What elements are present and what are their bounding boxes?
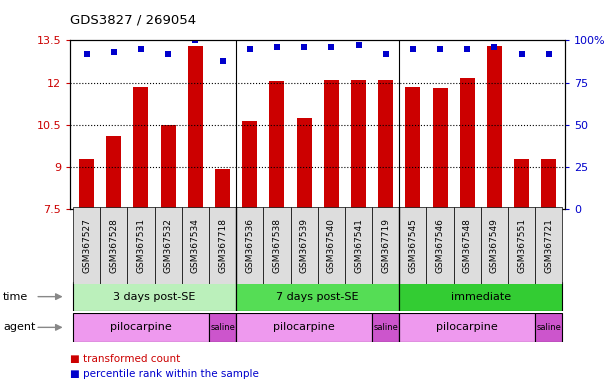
Point <box>109 49 119 55</box>
Bar <box>236 313 372 342</box>
Bar <box>345 207 372 284</box>
Point <box>299 44 309 50</box>
Point <box>218 58 227 64</box>
Point <box>326 44 336 50</box>
Bar <box>242 121 257 209</box>
Bar <box>106 136 121 209</box>
Text: immediate: immediate <box>451 291 511 302</box>
Bar <box>263 207 290 284</box>
Bar <box>73 207 100 284</box>
Bar <box>406 87 420 209</box>
Bar <box>73 313 209 342</box>
Bar <box>541 159 557 209</box>
Text: GSM367539: GSM367539 <box>299 218 309 273</box>
Bar <box>433 88 448 209</box>
Bar <box>514 159 529 209</box>
Text: pilocarpine: pilocarpine <box>273 322 335 333</box>
Text: pilocarpine: pilocarpine <box>110 322 172 333</box>
Text: GSM367527: GSM367527 <box>82 218 91 273</box>
Text: GSM367532: GSM367532 <box>164 218 173 273</box>
Text: GSM367528: GSM367528 <box>109 218 119 273</box>
Text: saline: saline <box>373 323 398 332</box>
Bar <box>400 313 535 342</box>
Bar <box>487 46 502 209</box>
Point <box>136 46 146 52</box>
Bar <box>426 207 454 284</box>
Text: GSM367541: GSM367541 <box>354 218 363 273</box>
Text: GSM367551: GSM367551 <box>517 218 526 273</box>
Point <box>408 46 418 52</box>
Text: GSM367540: GSM367540 <box>327 218 336 273</box>
Bar <box>269 81 284 209</box>
Bar <box>400 207 426 284</box>
Bar <box>236 207 263 284</box>
Bar <box>535 313 563 342</box>
Bar <box>460 78 475 209</box>
Bar <box>372 207 400 284</box>
Bar <box>127 207 155 284</box>
Bar <box>351 80 366 209</box>
Bar <box>400 282 563 311</box>
Bar <box>181 207 209 284</box>
Bar <box>508 207 535 284</box>
Point <box>435 46 445 52</box>
Bar <box>155 207 181 284</box>
Text: 7 days post-SE: 7 days post-SE <box>276 291 359 302</box>
Text: GSM367536: GSM367536 <box>245 218 254 273</box>
Text: GSM367719: GSM367719 <box>381 218 390 273</box>
Point <box>245 46 255 52</box>
Text: ■ transformed count: ■ transformed count <box>70 354 180 364</box>
Bar <box>209 313 236 342</box>
Point <box>489 44 499 50</box>
Text: saline: saline <box>210 323 235 332</box>
Bar <box>73 282 236 311</box>
Text: GSM367534: GSM367534 <box>191 218 200 273</box>
Point <box>354 42 364 48</box>
Text: GSM367718: GSM367718 <box>218 218 227 273</box>
Bar <box>209 207 236 284</box>
Bar <box>188 46 203 209</box>
Bar <box>318 207 345 284</box>
Bar <box>215 169 230 209</box>
Text: GSM367531: GSM367531 <box>136 218 145 273</box>
Bar <box>378 80 393 209</box>
Point <box>381 51 390 57</box>
Text: GDS3827 / 269054: GDS3827 / 269054 <box>70 13 196 26</box>
Text: 3 days post-SE: 3 days post-SE <box>114 291 196 302</box>
Text: GSM367549: GSM367549 <box>490 218 499 273</box>
Point <box>463 46 472 52</box>
Text: agent: agent <box>3 322 35 333</box>
Point <box>82 51 92 57</box>
Text: saline: saline <box>536 323 562 332</box>
Bar <box>133 87 148 209</box>
Point <box>163 51 173 57</box>
Bar <box>236 282 400 311</box>
Text: GSM367538: GSM367538 <box>273 218 282 273</box>
Bar <box>161 125 175 209</box>
Point <box>517 51 527 57</box>
Text: ■ percentile rank within the sample: ■ percentile rank within the sample <box>70 369 259 379</box>
Point <box>544 51 554 57</box>
Bar <box>454 207 481 284</box>
Text: time: time <box>3 291 28 302</box>
Bar <box>290 207 318 284</box>
Bar <box>481 207 508 284</box>
Text: GSM367546: GSM367546 <box>436 218 445 273</box>
Point <box>272 44 282 50</box>
Bar <box>79 159 94 209</box>
Point <box>191 37 200 43</box>
Text: pilocarpine: pilocarpine <box>436 322 498 333</box>
Bar <box>535 207 563 284</box>
Bar <box>324 80 338 209</box>
Bar <box>297 118 312 209</box>
Text: GSM367721: GSM367721 <box>544 218 554 273</box>
Bar <box>372 313 400 342</box>
Text: GSM367545: GSM367545 <box>408 218 417 273</box>
Text: GSM367548: GSM367548 <box>463 218 472 273</box>
Bar <box>100 207 127 284</box>
